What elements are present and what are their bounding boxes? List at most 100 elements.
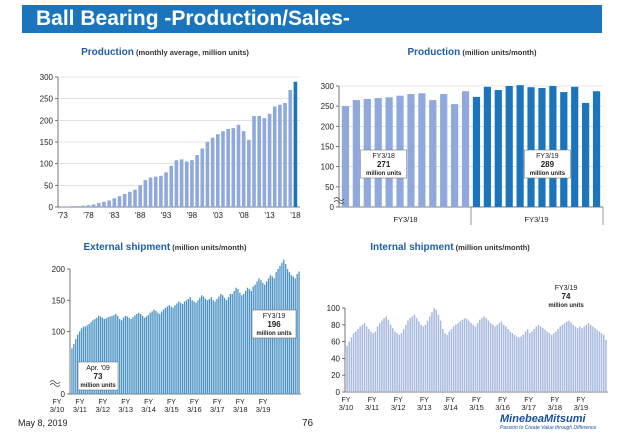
x-tick-label: 3/14 <box>443 403 458 412</box>
bar <box>237 289 239 394</box>
bar <box>494 90 502 207</box>
bar <box>151 311 153 394</box>
bar <box>538 88 546 207</box>
y-tick-label: 200 <box>52 265 66 274</box>
bar <box>122 317 125 394</box>
bar <box>392 328 394 392</box>
bar <box>455 324 457 392</box>
bar <box>247 139 251 207</box>
x-tick-label: 3/19 <box>574 403 589 412</box>
bar <box>262 282 264 394</box>
bar <box>355 331 357 392</box>
x-tick-label: 3/10 <box>339 403 354 412</box>
bar <box>96 317 98 394</box>
bar <box>476 323 479 392</box>
fy19-ext-callout-box <box>251 309 297 339</box>
x-tick-label: 3/12 <box>391 403 406 412</box>
bar <box>582 102 590 207</box>
x-tick-label: FY <box>446 397 455 404</box>
company-logo: MinebeaMitsumi Passion to Create Value t… <box>500 413 600 432</box>
x-tick-label: 3/14 <box>141 405 156 414</box>
bar <box>162 309 165 394</box>
bar <box>288 90 293 207</box>
bar <box>396 333 398 392</box>
bar <box>212 300 214 394</box>
bar <box>402 329 405 392</box>
bar <box>248 289 251 394</box>
bar <box>88 324 90 394</box>
bar <box>75 339 77 394</box>
fy19-int-callout-period: FY3/19 <box>555 285 578 292</box>
bar <box>422 326 424 392</box>
bar <box>370 331 372 392</box>
bar <box>442 329 444 392</box>
bar <box>81 205 86 207</box>
bar <box>507 329 509 392</box>
x-tick-label: 3/18 <box>233 405 248 414</box>
bar <box>522 334 525 392</box>
bar <box>459 321 461 392</box>
bar <box>221 131 225 207</box>
bar <box>500 321 503 392</box>
bar <box>448 331 451 392</box>
bar <box>513 334 516 392</box>
bar <box>236 124 241 207</box>
bar <box>389 324 392 392</box>
bar <box>243 294 245 394</box>
bar <box>451 104 459 207</box>
bar <box>174 305 176 394</box>
bar <box>128 191 132 207</box>
bar <box>181 304 184 394</box>
bar <box>126 316 128 394</box>
bar <box>283 103 287 207</box>
bar <box>361 324 364 392</box>
bar <box>133 189 137 207</box>
bar <box>205 142 210 207</box>
x-tick-label: FY <box>342 397 351 404</box>
bar <box>107 317 109 394</box>
bar <box>96 203 101 207</box>
chart1-title: Production (monthly average, million uni… <box>81 47 249 58</box>
bar <box>76 206 80 207</box>
bar <box>164 307 167 394</box>
bar <box>359 326 361 392</box>
y-tick-label: 250 <box>321 102 335 111</box>
y-tick-label: 50 <box>44 181 53 190</box>
bar <box>461 319 464 392</box>
x-tick-label: FY <box>368 397 377 404</box>
bar <box>472 96 481 207</box>
bar <box>605 339 607 392</box>
bar <box>385 316 387 392</box>
x-tick-label: 3/15 <box>469 403 484 412</box>
bar <box>563 323 566 392</box>
bar <box>429 100 437 207</box>
x-tick-label: FY <box>121 399 130 406</box>
bar <box>141 315 144 394</box>
bar <box>122 194 127 207</box>
bar <box>431 312 433 392</box>
bar <box>487 320 490 392</box>
bar <box>197 300 199 394</box>
bar <box>73 344 75 394</box>
bar <box>428 316 431 392</box>
bar <box>352 333 355 392</box>
bar <box>94 319 96 394</box>
bar <box>479 319 481 392</box>
bar <box>418 93 426 207</box>
page-number: 76 <box>302 418 314 429</box>
y-tick-label: 0 <box>330 203 335 212</box>
x-tick-label: FY <box>576 397 585 404</box>
bar <box>470 323 472 392</box>
bar <box>178 301 180 394</box>
bar <box>494 326 496 392</box>
y-tick-label: 100 <box>52 328 66 337</box>
bar <box>433 308 435 392</box>
bar <box>549 86 557 207</box>
bar <box>542 328 544 392</box>
bar <box>143 317 146 394</box>
x-tick-label: FY <box>472 397 481 404</box>
bar <box>143 180 148 207</box>
bar <box>483 316 485 392</box>
bar <box>472 324 474 392</box>
